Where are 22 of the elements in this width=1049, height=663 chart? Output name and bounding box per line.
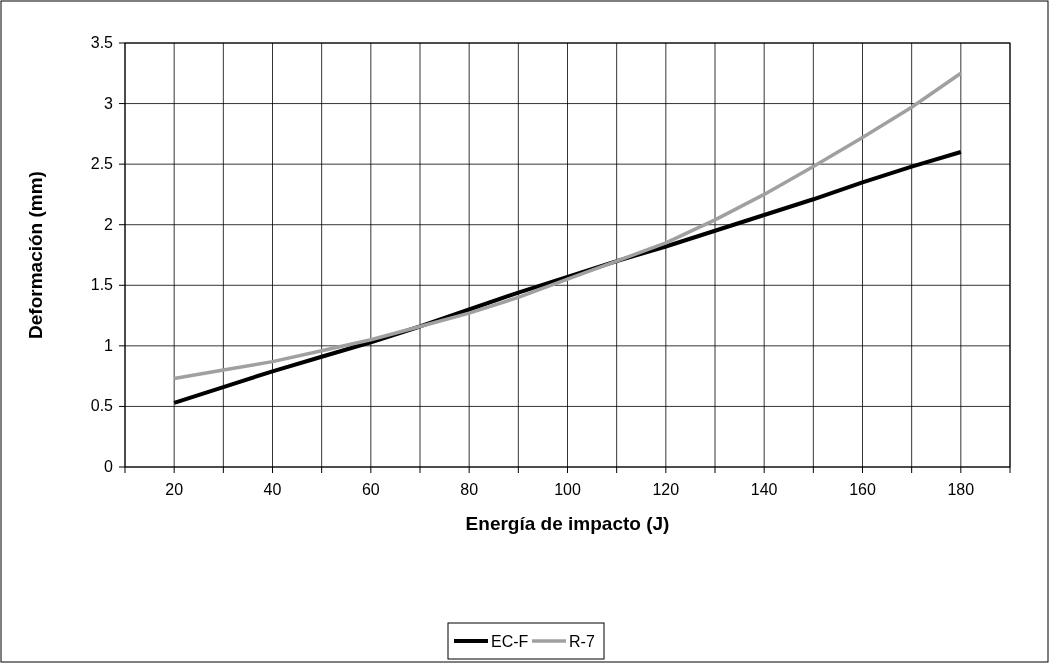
line-series (172, 71, 963, 381)
x-tick-label: 60 (361, 481, 380, 498)
y-tick-label: 0 (104, 458, 114, 475)
y-tick-label: 0.5 (90, 397, 114, 415)
y-tick-label: 3.5 (90, 34, 114, 51)
x-tick-label: 160 (849, 481, 876, 498)
x-tick-label: 180 (947, 481, 975, 498)
x-tick-label: 100 (554, 481, 581, 498)
y-tick-label: 2 (104, 215, 114, 233)
y-tick-label: 3 (104, 94, 114, 112)
y-tick-label: 2.5 (90, 155, 114, 173)
x-tick-label: 140 (750, 481, 778, 498)
y-tick-label: 1.5 (90, 276, 114, 294)
x-tick-label: 40 (263, 481, 282, 498)
legend-label: R-7 (569, 633, 595, 650)
x-axis-title: Energía de impacto (J) (465, 513, 670, 534)
legend-label: EC-F (491, 633, 529, 650)
x-tick-label: 20 (165, 481, 184, 498)
x-tick-label: 80 (460, 481, 479, 498)
x-tick-label: 120 (652, 481, 680, 498)
y-tick-label: 1 (104, 336, 114, 354)
y-axis-title: Deformación (mm) (25, 171, 46, 339)
